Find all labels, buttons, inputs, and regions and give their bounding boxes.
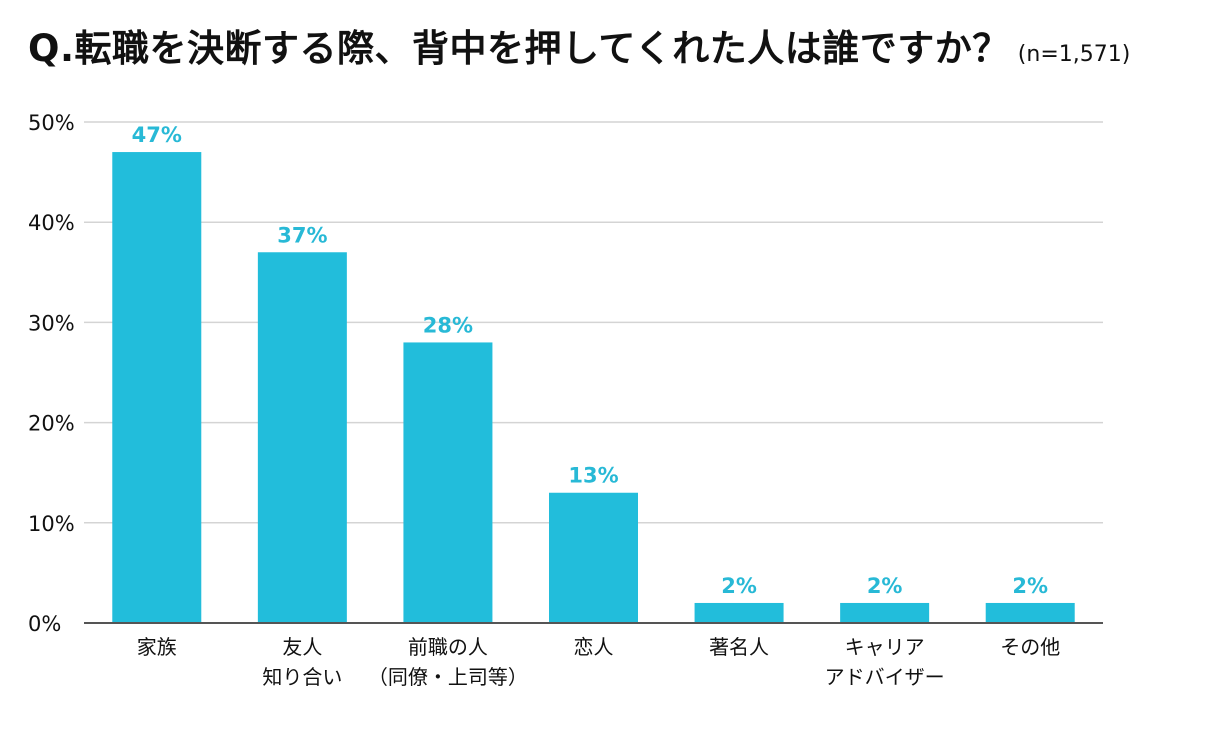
x-category-label: 著名人 [709,635,769,659]
chart-title-block: Q.転職を決断する際、背中を押してくれた人は誰ですか？ (n=1,571) [28,18,1130,72]
bar [840,602,930,623]
bar-value-label: 28% [423,313,473,337]
y-tick-label: 10% [28,512,75,536]
bar-value-label: 2% [721,574,757,598]
bar-value-label: 13% [568,464,618,488]
bar-value-label: 37% [277,223,327,247]
chart-sample-size: (n=1,571) [1017,42,1131,67]
x-category-label: キャリア [845,635,925,659]
y-tick-label: 40% [28,211,75,235]
bar [403,342,493,623]
bar [549,492,638,623]
x-category-label: 友人 [282,635,322,659]
y-tick-label: 30% [28,311,75,335]
bar-value-label: 2% [867,574,903,598]
bar [985,602,1075,623]
x-category-label: その他 [1000,635,1060,659]
bar-value-label: 2% [1012,574,1048,598]
chart-title: Q.転職を決断する際、背中を押してくれた人は誰ですか？ [28,27,1010,70]
x-category-label: 知り合い [262,665,342,689]
x-category-label: （同僚・上司等） [368,665,528,689]
bar [694,602,784,623]
y-tick-label: 0% [28,612,61,636]
bar-value-label: 47% [132,123,182,147]
y-tick-label: 20% [28,412,75,436]
y-tick-label: 50% [28,111,75,135]
x-category-label: 家族 [137,635,177,659]
x-category-label: 前職の人 [408,635,488,659]
x-category-label: アドバイザー [825,665,945,689]
x-category-label: 恋人 [574,635,614,659]
bar [257,252,347,623]
bar [112,152,202,623]
